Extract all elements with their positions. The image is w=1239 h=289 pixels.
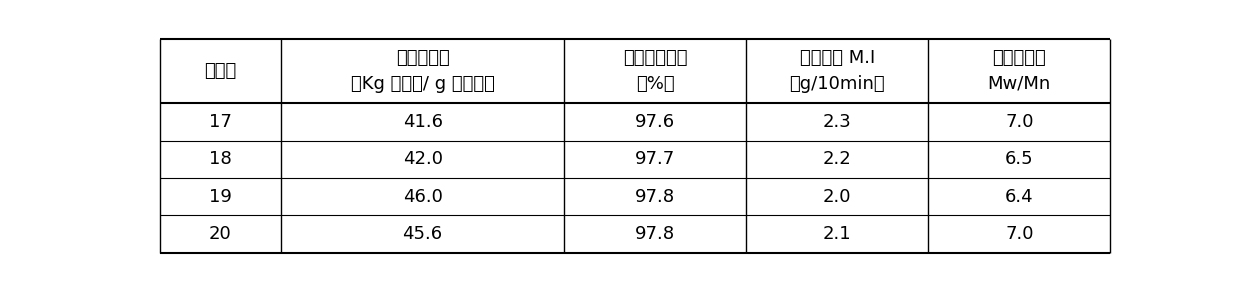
Text: 2.0: 2.0 [823, 188, 851, 206]
Text: 催化剂活性: 催化剂活性 [395, 49, 450, 67]
Text: 6.4: 6.4 [1005, 188, 1033, 206]
Text: 实施例: 实施例 [204, 62, 237, 80]
Text: 20: 20 [209, 225, 232, 243]
Text: 97.8: 97.8 [636, 225, 675, 243]
Text: 2.3: 2.3 [823, 113, 851, 131]
Text: 45.6: 45.6 [403, 225, 442, 243]
Text: （Kg 聚合物/ g 催化剂）: （Kg 聚合物/ g 催化剂） [351, 75, 494, 93]
Text: 97.8: 97.8 [636, 188, 675, 206]
Text: 46.0: 46.0 [403, 188, 442, 206]
Text: 分子量分布: 分子量分布 [992, 49, 1046, 67]
Text: 聚合物等规度: 聚合物等规度 [623, 49, 688, 67]
Text: 2.2: 2.2 [823, 150, 851, 168]
Text: （g/10min）: （g/10min） [789, 75, 885, 93]
Text: 6.5: 6.5 [1005, 150, 1033, 168]
Text: 97.7: 97.7 [636, 150, 675, 168]
Text: 42.0: 42.0 [403, 150, 442, 168]
Text: 2.1: 2.1 [823, 225, 851, 243]
Text: 19: 19 [209, 188, 232, 206]
Text: 7.0: 7.0 [1005, 113, 1033, 131]
Text: 7.0: 7.0 [1005, 225, 1033, 243]
Text: 97.6: 97.6 [636, 113, 675, 131]
Text: Mw/Mn: Mw/Mn [987, 75, 1051, 93]
Text: 41.6: 41.6 [403, 113, 442, 131]
Text: 熔融指数 M.I: 熔融指数 M.I [799, 49, 875, 67]
Text: 18: 18 [209, 150, 232, 168]
Text: 17: 17 [209, 113, 232, 131]
Text: （%）: （%） [636, 75, 674, 93]
